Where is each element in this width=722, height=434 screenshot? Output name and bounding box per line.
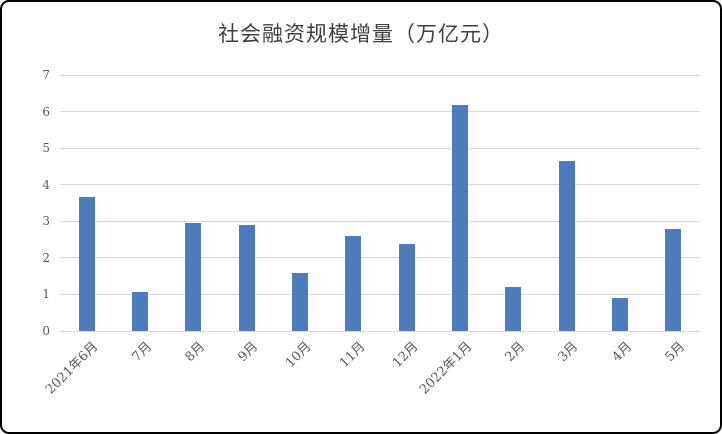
gridline-y7	[60, 74, 700, 76]
y-tick-label: 3	[42, 214, 50, 229]
y-tick-label: 5	[42, 141, 50, 156]
plot-area	[60, 74, 700, 332]
bar-7月	[132, 292, 148, 331]
y-tick-label: 4	[42, 177, 50, 192]
bar-2021年6月	[78, 196, 95, 331]
y-tick-label: 1	[42, 287, 50, 302]
bar-2月	[505, 287, 522, 331]
x-tick-label: 11月	[336, 339, 369, 371]
x-tick-label: 7月	[129, 339, 155, 365]
y-tick-label: 0	[42, 324, 50, 338]
gridline-y6	[60, 111, 700, 113]
bar-5月	[665, 228, 682, 331]
bar-8月	[185, 222, 202, 331]
gridline-y1	[60, 293, 700, 295]
bar-3月	[558, 160, 575, 331]
x-tick-label: 2月	[502, 339, 529, 365]
bar-11月	[345, 235, 362, 331]
bar-12月	[398, 244, 415, 331]
x-tick-label: 2021年6月	[43, 339, 102, 398]
x-tick-label: 2022年1月	[416, 339, 475, 398]
x-tick-label: 8月	[182, 339, 209, 365]
bar-4月	[612, 297, 628, 331]
gridline-y4	[60, 184, 700, 186]
chart-title: 社会融资规模增量（万亿元）	[218, 22, 504, 46]
x-tick-label: 5月	[662, 339, 689, 365]
gridline-y3	[60, 220, 700, 222]
x-tick-label: 12月	[390, 339, 422, 371]
x-tick-label: 9月	[235, 339, 262, 365]
gridline-y0	[60, 330, 700, 332]
bar-10月	[292, 272, 308, 331]
x-tick-label: 3月	[555, 339, 582, 365]
x-tick-label: 10月	[283, 339, 315, 371]
gridline-y2	[60, 257, 700, 259]
x-tick-label: 4月	[609, 339, 635, 365]
bar-9月	[238, 224, 255, 331]
bar-2022年1月	[452, 105, 468, 331]
y-tick-label: 6	[42, 104, 50, 119]
y-tick-label: 7	[42, 68, 50, 82]
y-tick-label: 2	[42, 250, 50, 265]
gridline-y5	[60, 147, 700, 149]
